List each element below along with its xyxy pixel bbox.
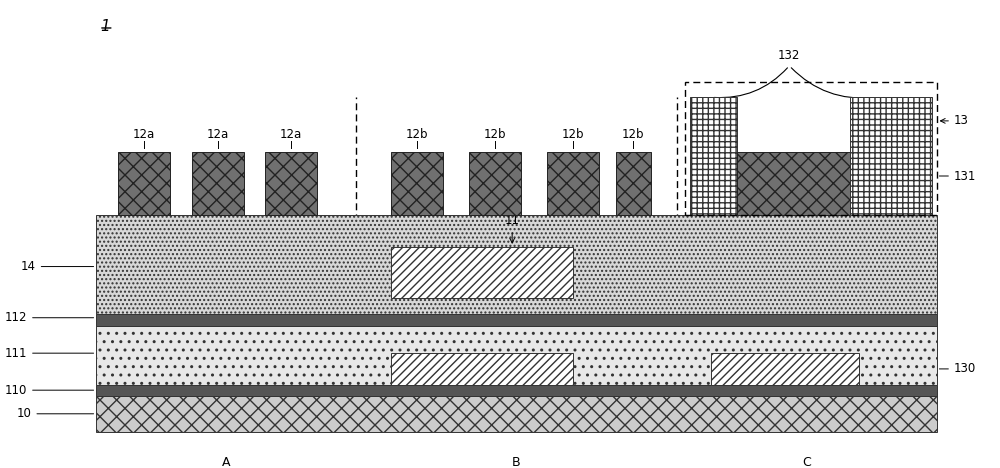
Bar — [96, 326, 937, 385]
Bar — [96, 314, 937, 326]
Text: B: B — [512, 455, 521, 468]
Bar — [469, 153, 521, 215]
Text: 12b: 12b — [484, 128, 506, 140]
Text: 13: 13 — [940, 114, 969, 127]
Bar — [192, 153, 244, 215]
Text: 10: 10 — [17, 407, 94, 420]
Text: C: C — [802, 455, 811, 468]
Text: 112: 112 — [5, 311, 94, 324]
Text: 12b: 12b — [622, 128, 645, 140]
Text: 1: 1 — [101, 19, 110, 34]
Text: 11: 11 — [505, 214, 520, 243]
Text: 130: 130 — [939, 362, 976, 375]
Bar — [96, 215, 937, 314]
Bar — [690, 97, 737, 215]
Text: 12b: 12b — [406, 128, 428, 140]
Text: 12b: 12b — [562, 128, 584, 140]
Bar — [96, 385, 937, 396]
Text: 110: 110 — [5, 384, 94, 397]
Bar — [265, 153, 317, 215]
Bar — [391, 153, 443, 215]
Text: 132: 132 — [778, 49, 801, 62]
Bar — [737, 153, 850, 215]
Text: 111: 111 — [5, 347, 94, 360]
Text: 12a: 12a — [280, 128, 302, 140]
Bar — [118, 153, 170, 215]
Bar — [616, 153, 651, 215]
Text: 131: 131 — [939, 169, 976, 183]
Bar — [96, 396, 937, 432]
Bar — [711, 353, 859, 385]
Text: 12a: 12a — [207, 128, 229, 140]
Bar — [850, 97, 932, 215]
Bar — [391, 247, 573, 298]
Text: 12a: 12a — [133, 128, 155, 140]
Text: A: A — [222, 455, 231, 468]
Bar — [547, 153, 599, 215]
Bar — [391, 353, 573, 385]
Text: 14: 14 — [21, 260, 94, 273]
Bar — [685, 81, 937, 215]
